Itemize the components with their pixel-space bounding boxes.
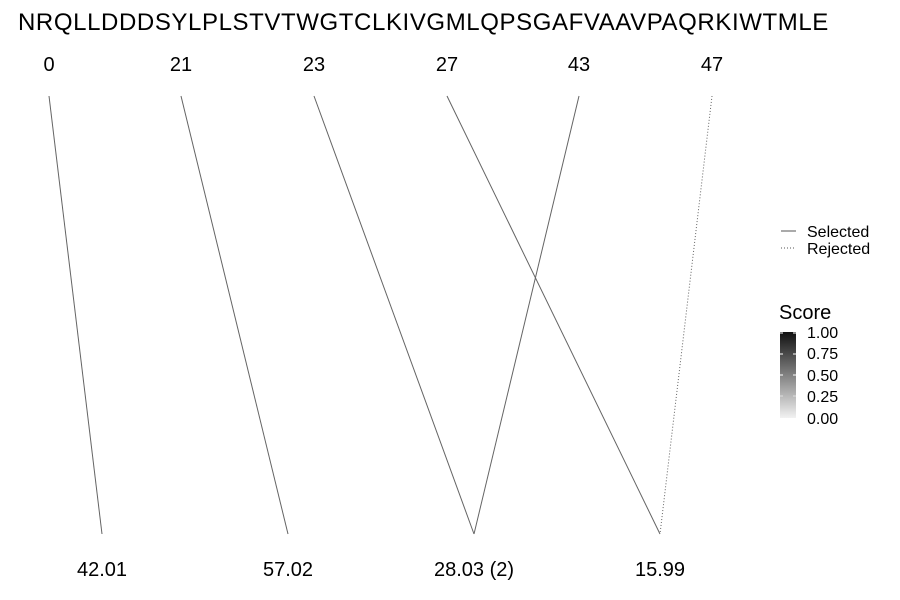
link-selected xyxy=(446,95,661,535)
score-tick-label: 0.25 xyxy=(807,389,838,406)
bottom-label: 15.99 xyxy=(635,559,685,581)
link-selected xyxy=(313,95,475,535)
score-tick-label: 1.00 xyxy=(807,325,838,342)
bottom-labels: 42.01 57.02 28.03 (2) 15.99 xyxy=(77,559,685,581)
link-selected xyxy=(48,95,103,535)
top-label: 47 xyxy=(701,54,723,76)
link-selected xyxy=(473,95,580,535)
top-label: 21 xyxy=(170,54,192,76)
top-label: 43 xyxy=(568,54,590,76)
top-label: 27 xyxy=(436,54,458,76)
score-legend-title: Score xyxy=(779,302,831,324)
legend-score: Score 1.00 0.75 0.50 0.25 0.00 xyxy=(779,302,838,428)
links xyxy=(48,95,713,535)
legend-rejected-label: Rejected xyxy=(807,241,870,258)
sequence-title: NRQLLDDDSYLPLSTVTWGTCLKIVGMLQPSGAFVAAVPA… xyxy=(18,9,829,36)
score-tick-label: 0.00 xyxy=(807,411,838,428)
bottom-label: 42.01 xyxy=(77,559,127,581)
score-tick-label: 0.75 xyxy=(807,346,838,363)
legend-linetype: Selected Rejected xyxy=(781,224,870,258)
link-selected xyxy=(180,95,289,535)
score-colorbar xyxy=(780,332,796,418)
link-rejected xyxy=(659,95,713,535)
top-labels: 0 21 23 27 43 47 xyxy=(43,54,723,76)
top-label: 0 xyxy=(43,54,54,76)
top-label: 23 xyxy=(303,54,325,76)
score-tick-label: 0.50 xyxy=(807,368,838,385)
legend-selected-label: Selected xyxy=(807,224,869,241)
bottom-label: 57.02 xyxy=(263,559,313,581)
bottom-label: 28.03 (2) xyxy=(434,559,514,581)
